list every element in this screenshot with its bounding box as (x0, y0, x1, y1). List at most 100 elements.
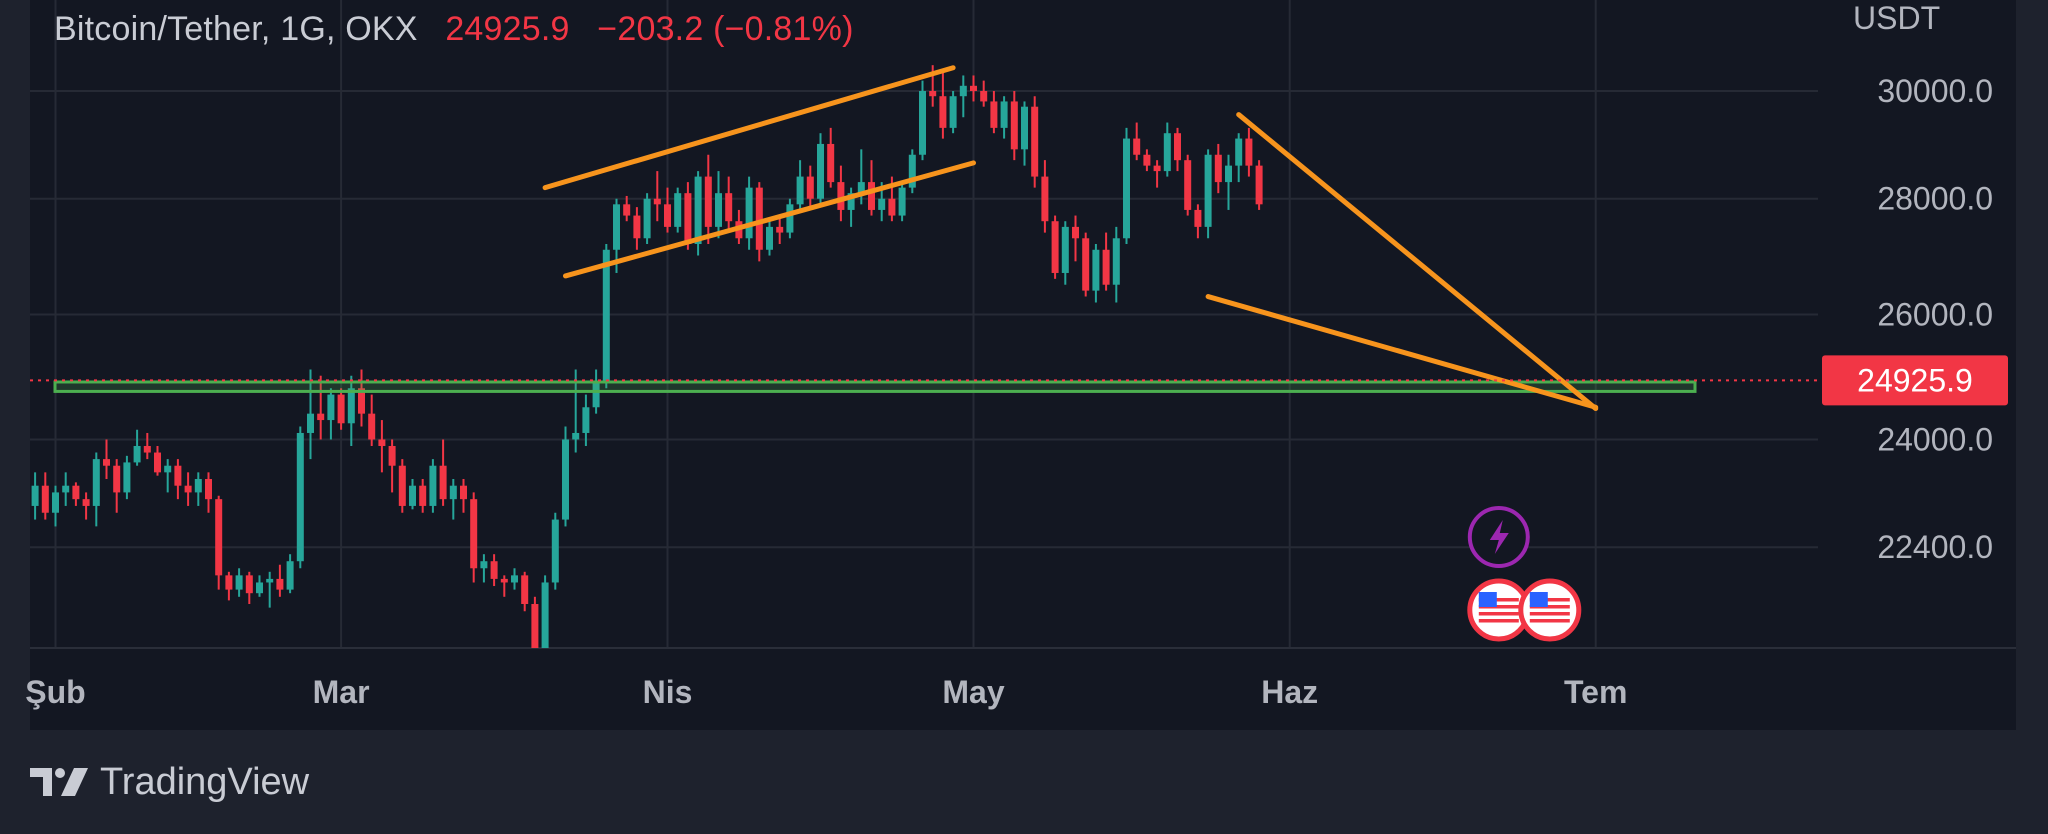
candle-body[interactable] (1133, 138, 1141, 155)
trend-line[interactable] (542, 65, 956, 191)
candle-body[interactable] (1174, 133, 1181, 161)
candle-body[interactable] (103, 459, 110, 466)
candle-body[interactable] (500, 578, 508, 583)
candle-body[interactable] (888, 198, 896, 216)
candle-body[interactable] (684, 193, 692, 245)
candle-body[interactable] (388, 445, 396, 466)
candle-body[interactable] (623, 204, 631, 216)
candle-body[interactable] (1092, 249, 1100, 291)
candle-body[interactable] (806, 176, 814, 199)
candle-body[interactable] (1123, 138, 1130, 239)
candle-body[interactable] (449, 485, 457, 500)
candle-body[interactable] (276, 578, 284, 590)
candle-body[interactable] (776, 226, 784, 233)
trend-line[interactable] (1205, 294, 1599, 410)
candle-body[interactable] (847, 193, 855, 210)
candle-body[interactable] (1225, 165, 1232, 183)
candle-body[interactable] (296, 432, 304, 562)
candle-body[interactable] (1051, 221, 1059, 273)
candle-body[interactable] (633, 215, 641, 239)
candle-body[interactable] (31, 485, 39, 506)
candle-body[interactable] (317, 413, 325, 421)
candle-body[interactable] (878, 198, 886, 210)
candle-body[interactable] (82, 499, 90, 506)
candle-body[interactable] (602, 249, 610, 382)
candle-body[interactable] (1184, 160, 1192, 210)
candle-body[interactable] (643, 198, 651, 239)
candle-body[interactable] (1061, 226, 1069, 273)
candle-body[interactable] (245, 575, 253, 594)
candle-body[interactable] (898, 187, 906, 216)
candle-body[interactable] (235, 575, 243, 590)
candle-body[interactable] (980, 90, 988, 102)
candle-body[interactable] (1235, 138, 1243, 166)
candle-body[interactable] (266, 578, 274, 583)
candle-body[interactable] (92, 459, 100, 506)
candle-body[interactable] (1112, 238, 1120, 285)
candle-body[interactable] (551, 519, 559, 583)
candle-body[interactable] (194, 479, 202, 493)
candle-body[interactable] (694, 176, 702, 245)
candle-body[interactable] (143, 445, 151, 453)
candle-body[interactable] (1031, 106, 1039, 177)
candle-body[interactable] (1194, 209, 1202, 227)
candle-body[interactable] (1163, 133, 1171, 172)
candle-body[interactable] (337, 394, 345, 424)
candle-body[interactable] (429, 465, 437, 506)
candle-body[interactable] (949, 96, 957, 128)
candle-body[interactable] (827, 143, 835, 183)
candle-body[interactable] (817, 143, 824, 199)
candle-body[interactable] (398, 465, 406, 506)
candle-body[interactable] (72, 485, 80, 500)
candle-body[interactable] (490, 561, 498, 579)
candle-body[interactable] (725, 193, 733, 222)
candle-body[interactable] (164, 465, 172, 473)
candle-body[interactable] (62, 485, 70, 493)
candle-body[interactable] (1010, 101, 1018, 150)
candle-body[interactable] (521, 575, 529, 605)
footer-brand[interactable]: TradingView (30, 758, 309, 806)
candle-body[interactable] (939, 96, 947, 128)
candle-body[interactable] (409, 485, 416, 506)
candle-body[interactable] (919, 90, 926, 155)
candle-body[interactable] (205, 479, 212, 500)
candle-body[interactable] (347, 388, 355, 424)
candle-body[interactable] (674, 193, 682, 227)
candle-body[interactable] (511, 575, 518, 583)
candle-body[interactable] (653, 198, 661, 205)
candle-body[interactable] (1082, 238, 1090, 291)
candle-body[interactable] (1245, 138, 1253, 166)
trend-line[interactable] (1236, 112, 1599, 412)
candle-body[interactable] (592, 381, 600, 408)
candle-body[interactable] (256, 582, 263, 594)
candle-body[interactable] (225, 575, 233, 590)
candle-body[interactable] (480, 561, 488, 569)
candle-body[interactable] (133, 445, 141, 463)
candle-body[interactable] (1255, 165, 1263, 205)
candle-body[interactable] (755, 187, 763, 250)
candle-body[interactable] (857, 182, 865, 194)
candle-body[interactable] (868, 182, 875, 210)
candle-body[interactable] (745, 187, 753, 239)
candle-body[interactable] (582, 407, 590, 433)
candle-body[interactable] (970, 85, 977, 91)
candle-body[interactable] (439, 465, 447, 500)
candle-body[interactable] (1072, 226, 1079, 239)
candle-body[interactable] (1041, 176, 1049, 222)
candle-body[interactable] (215, 499, 223, 576)
candle-body[interactable] (1102, 249, 1110, 285)
candle-body[interactable] (154, 452, 161, 473)
candle-body[interactable] (929, 90, 937, 97)
candle-body[interactable] (572, 432, 580, 440)
candle-body[interactable] (113, 465, 121, 493)
candle-body[interactable] (1000, 101, 1008, 128)
candle-body[interactable] (1021, 106, 1028, 150)
candle-body[interactable] (796, 176, 804, 205)
candle-body[interactable] (766, 226, 773, 250)
candle-body[interactable] (704, 176, 712, 227)
candle-body[interactable] (327, 394, 335, 421)
candle-body[interactable] (52, 492, 59, 513)
candle-body[interactable] (460, 485, 467, 500)
support-zone-rectangle[interactable] (53, 380, 1697, 393)
